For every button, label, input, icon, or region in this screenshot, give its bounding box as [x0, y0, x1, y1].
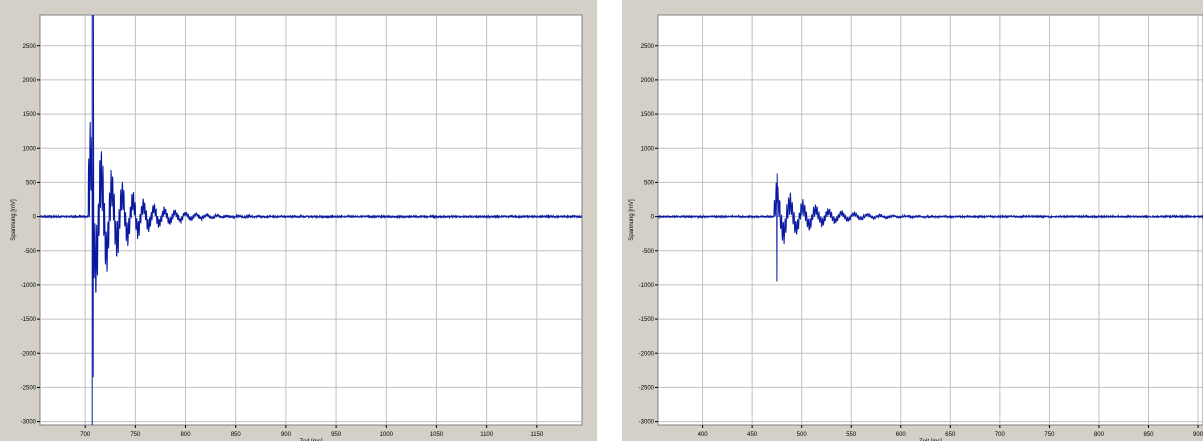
x-axis-label: Zeit [ms] [299, 439, 322, 441]
y-tick-label: 2500 [641, 44, 655, 50]
x-tick-label: 700 [995, 432, 1006, 438]
x-tick-label: 1000 [380, 432, 394, 438]
y-tick-label: -3000 [21, 420, 37, 426]
x-tick-label: 900 [281, 432, 292, 438]
x-tick-label: 400 [698, 432, 709, 438]
x-tick-label: 750 [1044, 432, 1055, 438]
x-tick-label: 1100 [480, 432, 494, 438]
y-tick-label: 0 [33, 215, 37, 221]
x-tick-label: 650 [945, 432, 956, 438]
y-tick-label: -2000 [21, 351, 37, 357]
series-trace [658, 173, 1203, 282]
y-axis-label: Spannung [mV] [11, 199, 17, 241]
chart-panel-left: 700 750 800 850 900 950 1000 1050 1100 1150 2500 20… [0, 0, 597, 441]
x-tick-label: 450 [747, 432, 758, 438]
x-tick-label: 950 [331, 432, 342, 438]
y-tick-label: -1000 [21, 283, 37, 289]
x-tick-label: 1050 [430, 432, 444, 438]
y-tick-label: 2500 [23, 44, 37, 50]
plot-area [657, 14, 1203, 426]
chart-left: 700 750 800 850 900 950 1000 1050 1100 1150 2500 20… [11, 14, 583, 441]
y-tick-label: -2500 [21, 385, 37, 391]
y-tick-label: 1000 [641, 146, 655, 152]
y-tick-label: -1500 [639, 317, 655, 323]
x-tick-label: 900 [1193, 432, 1203, 438]
y-tick-label: 500 [644, 180, 655, 186]
x-tick-label: 800 [181, 432, 192, 438]
y-tick-label: 1000 [23, 146, 37, 152]
y-tick-label: -3000 [639, 420, 655, 426]
plot-area [39, 14, 583, 426]
y-tick-label: -1000 [639, 283, 655, 289]
y-tick-label: 1500 [641, 112, 655, 118]
y-tick-label: -500 [24, 249, 37, 255]
y-tick-label: -2000 [639, 351, 655, 357]
x-tick-label: 500 [797, 432, 808, 438]
x-tick-label: 750 [130, 432, 141, 438]
x-tick-label: 850 [231, 432, 242, 438]
y-tick-label: -2500 [639, 385, 655, 391]
x-tick-label: 1150 [530, 432, 544, 438]
series-trace [40, 15, 582, 378]
y-tick-label: 2000 [641, 78, 655, 84]
y-tick-label: 2000 [23, 78, 37, 84]
y-tick-label: 500 [26, 180, 37, 186]
y-tick-label: -500 [642, 249, 655, 255]
x-tick-label: 550 [846, 432, 857, 438]
y-tick-label: 1500 [23, 112, 37, 118]
x-tick-label: 850 [1143, 432, 1154, 438]
x-tick-label: 800 [1094, 432, 1105, 438]
chart-panel-right: 400 450 500 550 600 650 700 750 800 850 900 2500 200… [622, 0, 1203, 441]
y-tick-label: 0 [651, 215, 655, 221]
y-axis-label: Spannung [mV] [629, 199, 635, 241]
x-tick-label: 600 [896, 432, 907, 438]
y-tick-label: -1500 [21, 317, 37, 323]
x-axis-label: Zeit [ms] [919, 439, 942, 441]
chart-right: 400 450 500 550 600 650 700 750 800 850 900 2500 200… [629, 14, 1203, 441]
x-tick-label: 700 [80, 432, 91, 438]
